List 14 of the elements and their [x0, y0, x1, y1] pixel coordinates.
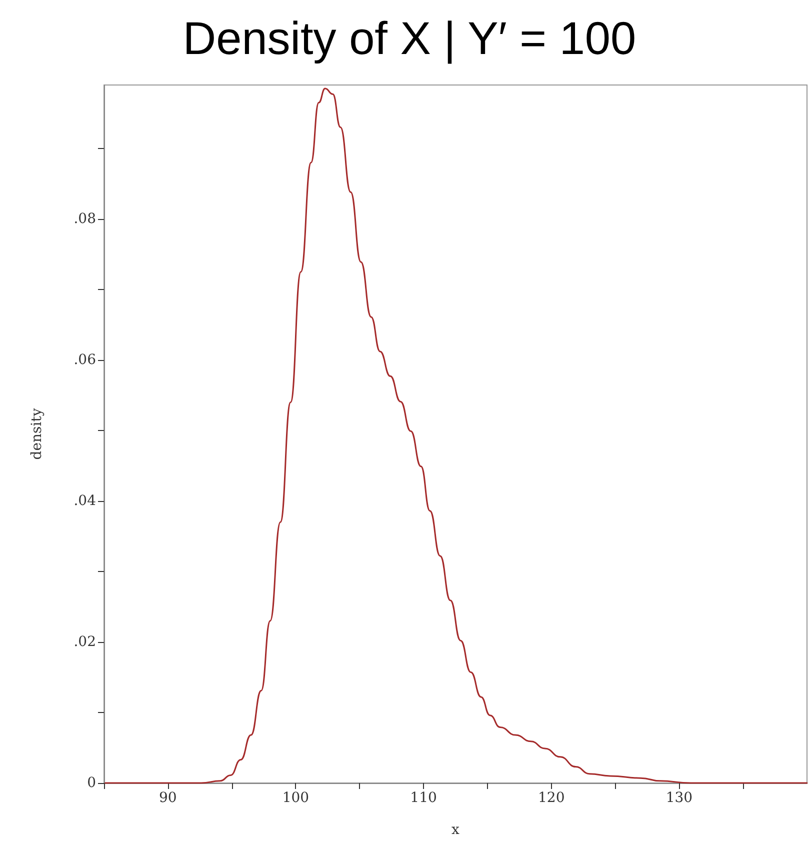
x-tick-label: 130	[666, 790, 693, 806]
x-tick-label: 90	[158, 790, 177, 806]
chart-title: Density of X | Y′ = 100	[182, 12, 636, 64]
x-tick-label: 110	[410, 790, 437, 806]
line-series	[104, 88, 808, 784]
y-tick-label: .02	[74, 634, 96, 650]
y-tick-label: .04	[74, 492, 96, 509]
y-tick-label: .08	[74, 210, 96, 227]
x-tick-label: 120	[538, 790, 565, 806]
x-tick-label: 100	[282, 790, 310, 806]
y-tick-label: 0	[87, 775, 96, 791]
y-axis-title: density	[29, 408, 45, 460]
y-tick-label: .06	[74, 352, 96, 368]
x-axis-title: x	[452, 822, 460, 838]
